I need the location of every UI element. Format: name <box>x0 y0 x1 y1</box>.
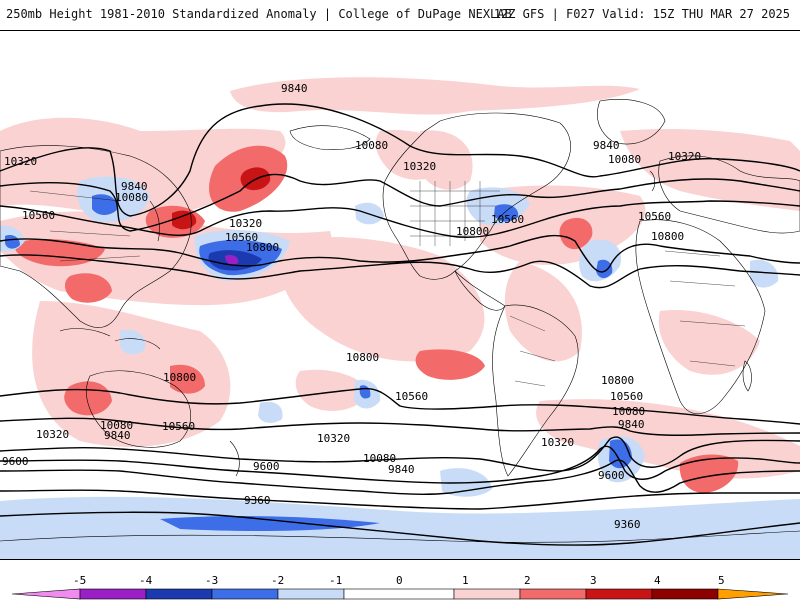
contour-label: 9840 <box>104 429 131 442</box>
colorbar-tick: 3 <box>590 574 597 587</box>
contour-label: 10800 <box>163 371 196 384</box>
height-contours <box>0 103 800 546</box>
map-canvas: 9840 9840 9840 10080 10080 10080 10320 1… <box>0 77 800 559</box>
contour-label: 10080 <box>355 139 388 152</box>
contour-label: 9840 <box>618 418 645 431</box>
contour-label: 9600 <box>2 455 29 468</box>
contour-label: 10560 <box>22 209 55 222</box>
contour-10080-north <box>0 173 800 232</box>
contour-label: 9360 <box>614 518 641 531</box>
contour-label: 10560 <box>225 231 258 244</box>
colorbar-tick: 0 <box>396 574 403 587</box>
colorbar-tick: -1 <box>329 574 342 587</box>
coastlines <box>0 99 800 543</box>
colorbar-tick: 5 <box>718 574 725 587</box>
contour-label: 10320 <box>541 436 574 449</box>
contour-labels: 9840 9840 9840 10080 10080 10080 10320 1… <box>2 82 701 531</box>
contour-label: 9840 <box>388 463 415 476</box>
colorbar-canvas: -5 -4 -3 -2 -1 0 1 2 3 4 5 <box>11 574 789 600</box>
contour-label: 10320 <box>403 160 436 173</box>
contour-label: 9600 <box>598 469 625 482</box>
colorbar-tick: 1 <box>462 574 469 587</box>
colorbar-segment-pos2 <box>519 588 587 600</box>
contour-label: 10320 <box>36 428 69 441</box>
model-run-info: 12Z GFS | F027 Valid: 15Z THU MAR 27 202… <box>493 7 790 21</box>
contour-label: 10320 <box>668 150 701 163</box>
map-header: 250mb Height 1981-2010 Standardized Anom… <box>0 0 800 30</box>
contour-label: 10560 <box>162 420 195 433</box>
map-title: 250mb Height 1981-2010 Standardized Anom… <box>6 7 512 21</box>
colorbar-segment-neg4 <box>79 588 147 600</box>
contour-label: 10800 <box>651 230 684 243</box>
contour-label: 10800 <box>456 225 489 238</box>
colorbar-segment-pos3 <box>585 588 653 600</box>
contour-9360-south <box>0 511 800 546</box>
anomaly-colorbar: -5 -4 -3 -2 -1 0 1 2 3 4 5 <box>0 560 800 600</box>
contour-label: 10560 <box>638 210 671 223</box>
contour-label: 10560 <box>491 213 524 226</box>
colorbar-tick: 4 <box>654 574 661 587</box>
contour-10560-north <box>0 234 800 273</box>
contour-10080-south <box>0 445 800 484</box>
contour-9840-south <box>0 459 800 495</box>
colorbar-ticks: -5 -4 -3 -2 -1 0 1 2 3 4 5 <box>73 574 725 587</box>
colorbar-tick: 2 <box>524 574 531 587</box>
contour-label: 10080 <box>100 419 133 432</box>
contour-10800-south <box>0 387 800 425</box>
contour-label: 10080 <box>612 405 645 418</box>
colorbar-segment-neg3 <box>145 588 213 600</box>
colorbar-tick: -2 <box>271 574 284 587</box>
contour-10800-north <box>0 254 800 289</box>
contour-10320-north <box>0 200 800 239</box>
contour-label: 10320 <box>317 432 350 445</box>
colorbar-tick: -5 <box>73 574 86 587</box>
colorbar-tick: -3 <box>205 574 218 587</box>
colorbar-segment-pos1 <box>453 588 521 600</box>
negative-anomaly-extreme <box>225 254 239 265</box>
contour-label: 10560 <box>610 390 643 403</box>
colorbar-segment-neg5 <box>11 588 81 600</box>
contour-label: 10320 <box>229 217 262 230</box>
contour-label: 10320 <box>4 155 37 168</box>
political-borders <box>29 181 746 387</box>
contour-label: 9840 <box>593 139 620 152</box>
contour-label: 9840 <box>281 82 308 95</box>
colorbar-segment-neg1 <box>277 588 345 600</box>
positive-anomaly-light <box>0 77 800 479</box>
contour-label: 9840 <box>121 180 148 193</box>
anomaly-map[interactable]: 9840 9840 9840 10080 10080 10080 10320 1… <box>0 30 800 560</box>
contour-label: 10800 <box>601 374 634 387</box>
contour-label: 10080 <box>115 191 148 204</box>
contour-10320-south <box>0 436 800 472</box>
colorbar-segment-zero <box>343 588 455 600</box>
contour-label: 10800 <box>246 241 279 254</box>
colorbar-segment-pos4 <box>651 588 719 600</box>
colorbar-segments <box>11 588 789 600</box>
contour-label: 9600 <box>253 460 280 473</box>
colorbar-segment-pos5 <box>717 588 789 600</box>
contour-label: 10560 <box>395 390 428 403</box>
contour-9840-north <box>0 103 800 217</box>
colorbar-segment-neg2 <box>211 588 279 600</box>
contour-label: 10080 <box>608 153 641 166</box>
contour-10560-south <box>0 417 800 436</box>
contour-label: 10080 <box>363 452 396 465</box>
contour-label: 9360 <box>244 494 271 507</box>
contour-label: 10800 <box>346 351 379 364</box>
contour-9600-south <box>0 489 800 510</box>
colorbar-tick: -4 <box>139 574 153 587</box>
